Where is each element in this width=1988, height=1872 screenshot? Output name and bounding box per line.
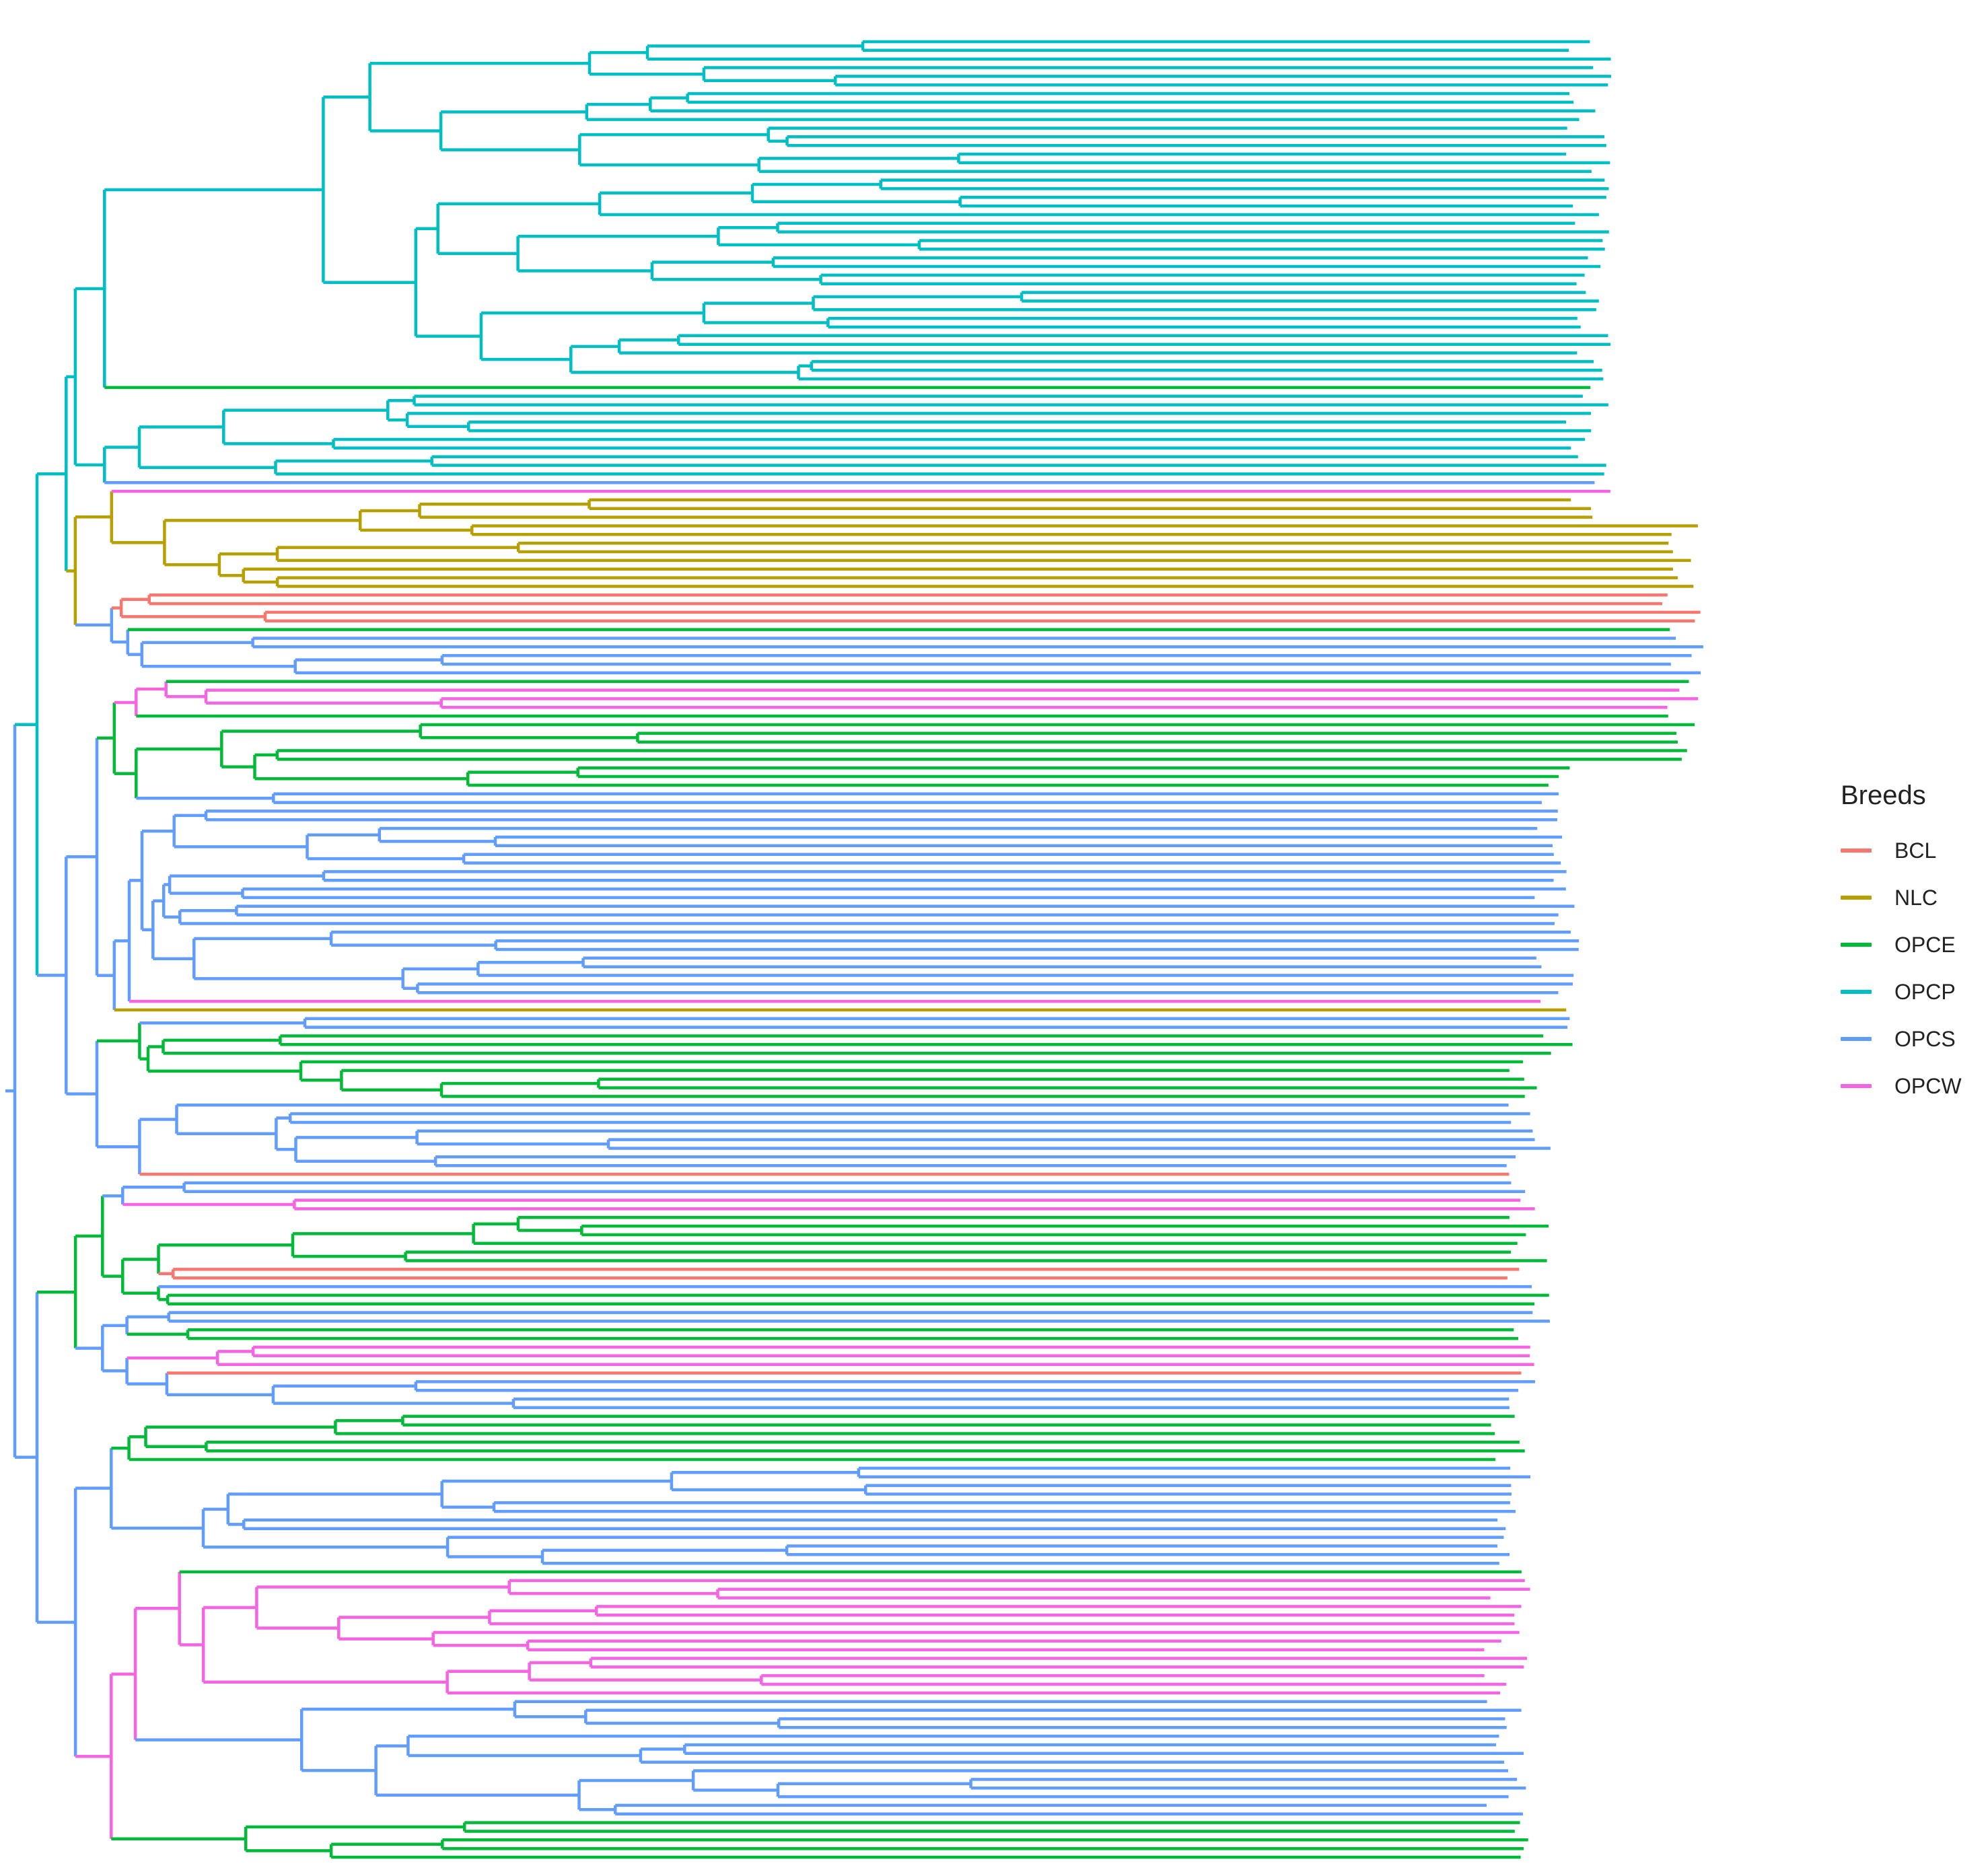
legend-item-opce: OPCE <box>1841 921 1962 968</box>
legend-item-opcw: OPCW <box>1841 1063 1962 1110</box>
legend-swatch <box>1841 943 1872 947</box>
legend-item-bcl: BCL <box>1841 827 1962 874</box>
legend-label: OPCP <box>1894 979 1956 1004</box>
legend-swatch <box>1841 896 1872 900</box>
legend: Breeds BCL NLC OPCE OPCP OPCS OPCW <box>1841 781 1962 1110</box>
legend-swatch <box>1841 1084 1872 1088</box>
legend-label: BCL <box>1894 838 1937 863</box>
legend-label: OPCE <box>1894 932 1956 957</box>
legend-label: NLC <box>1894 885 1938 910</box>
legend-swatch <box>1841 990 1872 994</box>
legend-swatch <box>1841 1037 1872 1041</box>
legend-label: OPCS <box>1894 1026 1956 1051</box>
legend-title: Breeds <box>1841 781 1926 810</box>
legend-item-opcp: OPCP <box>1841 968 1962 1015</box>
dendrogram <box>5 40 1703 1859</box>
legend-item-nlc: NLC <box>1841 874 1962 921</box>
legend-item-opcs: OPCS <box>1841 1015 1962 1063</box>
legend-label: OPCW <box>1894 1073 1962 1098</box>
legend-swatch <box>1841 849 1872 853</box>
